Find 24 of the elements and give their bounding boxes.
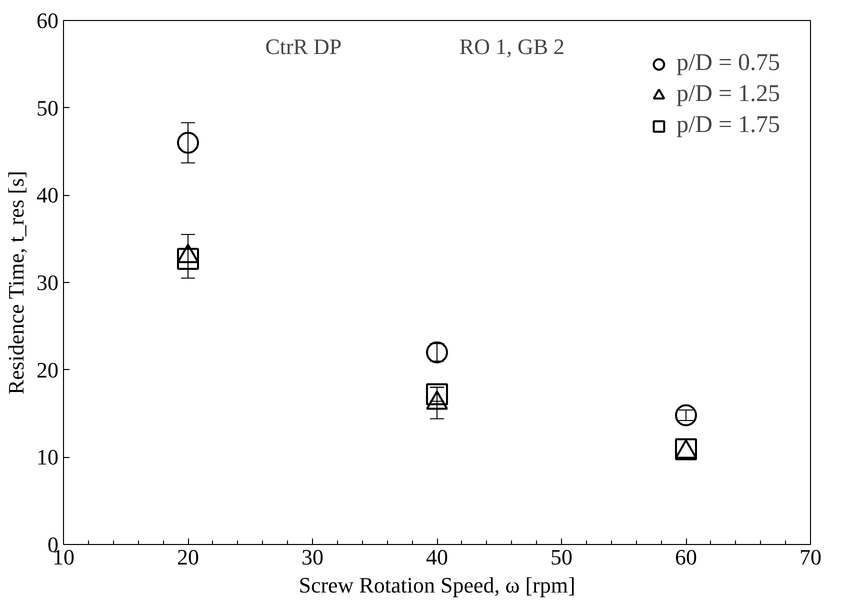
legend-label: p/D = 1.25 xyxy=(676,81,780,108)
y-tick-label: 10 xyxy=(36,444,58,470)
y-tick-label: 20 xyxy=(36,357,58,382)
y-axis-title: Residence Time, t_res [s] xyxy=(4,170,28,395)
x-tick-label: 30 xyxy=(302,544,324,570)
annotation: CtrR DP xyxy=(265,34,342,60)
y-tick-label: 30 xyxy=(36,270,58,295)
y-tick-label: 60 xyxy=(36,8,58,33)
legend-label: p/D = 0.75 xyxy=(676,50,780,77)
x-tick-label: 20 xyxy=(177,544,199,570)
x-tick-label: 50 xyxy=(550,544,572,570)
y-tick-label: 40 xyxy=(36,182,58,208)
x-tick-label: 60 xyxy=(675,544,697,570)
x-tick-label: 70 xyxy=(800,544,822,570)
legend-label: p/D = 1.75 xyxy=(676,112,780,139)
point xyxy=(177,132,199,154)
point xyxy=(426,383,448,406)
x-axis-title: Screw Rotation Speed, ω [rpm] xyxy=(298,572,576,598)
annotation: RO 1, GB 2 xyxy=(459,34,565,60)
y-tick-label: 50 xyxy=(36,95,58,120)
point xyxy=(675,404,697,426)
x-tick-label: 40 xyxy=(426,544,448,570)
point xyxy=(426,341,448,364)
point xyxy=(177,248,199,270)
